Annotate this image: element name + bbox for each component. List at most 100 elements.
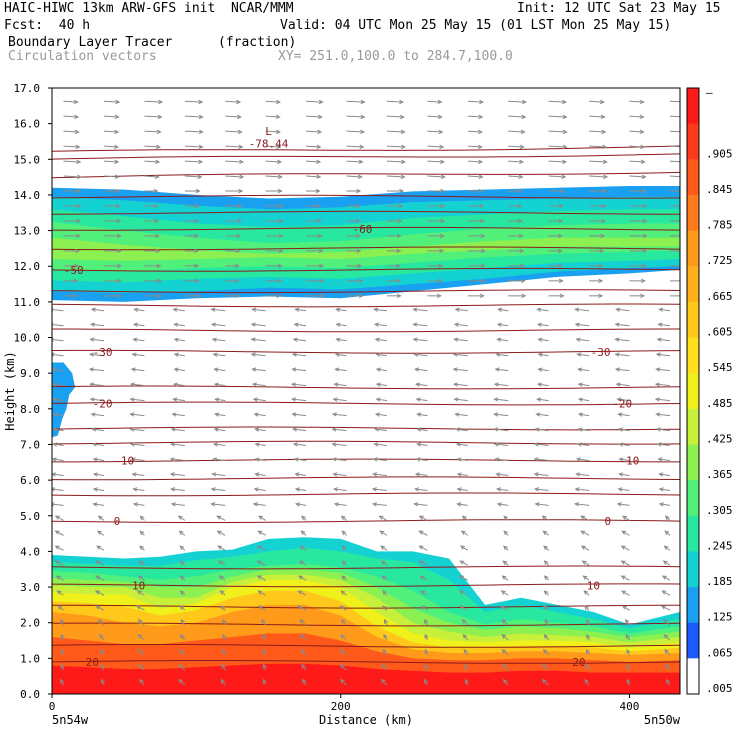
wind-vector-shaft [655, 398, 670, 402]
wind-vector-305 [89, 397, 105, 402]
wind-vector-327 [333, 382, 347, 387]
wind-vector-head [74, 129, 80, 135]
wind-vector-72 [383, 618, 388, 626]
wind-vector-head [478, 188, 484, 194]
wind-vector-121 [419, 575, 428, 581]
wind-vector-26 [464, 663, 469, 671]
colorbar-level-10: .365 [706, 468, 733, 481]
wind-vector-251 [494, 457, 509, 462]
wind-vector-573 [589, 159, 608, 164]
wind-vector-head [178, 663, 184, 669]
wind-vector-head [52, 487, 56, 492]
wind-vector-head [439, 248, 445, 254]
wind-vector-102 [297, 590, 307, 596]
wind-vector-head [357, 174, 363, 179]
wind-vector-542 [629, 188, 647, 194]
wind-vector-177 [97, 515, 105, 521]
wind-vector-267 [493, 442, 509, 447]
wind-vector-head [658, 472, 664, 477]
wind-vector-head [171, 412, 177, 417]
wind-vector-255 [657, 457, 670, 462]
wind-vector-head [90, 307, 96, 312]
wind-vector-head [558, 278, 564, 284]
wind-vector-187 [503, 515, 509, 521]
colorbar-swatch-2 [687, 159, 699, 196]
wind-vector-head [178, 648, 184, 654]
wind-vector-head [517, 203, 523, 209]
wind-vector-head [400, 174, 406, 179]
wind-vector-head [557, 233, 563, 239]
wind-vector-shaft [265, 175, 282, 178]
colorbar-level-16: .005 [706, 682, 733, 695]
wind-vector-shaft [548, 100, 566, 103]
wind-vector-shaft [336, 323, 347, 327]
wind-vector-shaft [386, 130, 405, 133]
wind-vector-head [131, 472, 137, 477]
wind-vector-shaft [548, 160, 566, 163]
wind-vector-638 [629, 99, 645, 105]
wind-vector-head [92, 502, 98, 507]
wind-vector-523 [508, 203, 523, 209]
wind-vector-shaft [386, 115, 404, 118]
wind-vector-head [600, 233, 606, 239]
wind-vector-595 [184, 129, 204, 135]
wind-vector-head [501, 575, 507, 580]
wind-vector-603 [508, 129, 526, 135]
wind-vector-shaft [184, 130, 203, 133]
wind-vector-head [371, 472, 378, 477]
wind-vector-shaft [63, 145, 80, 148]
wind-vector-131 [179, 560, 186, 566]
wind-vector-459 [508, 263, 526, 269]
wind-vector-head [577, 412, 583, 417]
wind-vector-shaft [90, 383, 105, 387]
wind-vector-235 [495, 472, 509, 477]
wind-vector-head [137, 634, 143, 639]
wind-vector-head [400, 129, 406, 135]
wind-vector-408 [373, 307, 387, 312]
wind-vector-607 [669, 130, 685, 133]
wind-vector-239 [658, 472, 670, 477]
wind-vector-237 [575, 472, 590, 477]
wind-vector-373 [250, 337, 266, 342]
wind-vector-288 [52, 412, 64, 417]
wind-vector-514 [144, 203, 159, 209]
wind-vector-245 [254, 457, 266, 462]
wind-vector-shaft [265, 115, 280, 118]
wind-vector-437 [265, 278, 283, 284]
wind-vector-493 [589, 233, 606, 239]
wind-vector-head [452, 367, 458, 372]
wind-vector-shaft [178, 515, 186, 521]
wind-vector-16 [60, 663, 65, 671]
wind-vector-95 [660, 605, 671, 611]
y-tick-label-13: 13.0 [14, 225, 41, 238]
wind-vector-170 [460, 530, 469, 536]
wind-vector-shaft [297, 605, 307, 611]
wind-vector-head [681, 130, 685, 133]
wind-vector-536 [386, 188, 405, 194]
wind-vector-446 [629, 278, 646, 284]
wind-vector-44 [542, 648, 549, 656]
mid-level-tracer-blob [52, 362, 76, 438]
wind-vector-611 [184, 114, 204, 120]
wind-vector-211 [170, 487, 185, 492]
wind-vector-head [52, 397, 57, 402]
wind-vector-387 [173, 322, 185, 327]
wind-vector-head [217, 560, 223, 565]
wind-vector-head [158, 99, 164, 105]
wind-vector-403 [172, 307, 185, 312]
contour-line-24 [52, 153, 680, 160]
wind-vector-9 [424, 678, 429, 686]
circulation-vectors [52, 99, 685, 686]
wind-vector-152 [380, 545, 388, 551]
wind-vector-485 [265, 233, 284, 239]
wind-vector-shaft [621, 530, 630, 536]
wind-vector-shaft [93, 503, 105, 506]
wind-vector-shaft [130, 428, 145, 432]
wind-vector-613 [265, 114, 281, 120]
wind-vector-head [378, 515, 384, 520]
wind-vector-head [640, 159, 646, 164]
wind-vector-624 [63, 99, 79, 105]
wind-vector-47 [664, 648, 671, 656]
wind-vector-441 [427, 278, 443, 284]
wind-vector-254 [618, 457, 630, 462]
